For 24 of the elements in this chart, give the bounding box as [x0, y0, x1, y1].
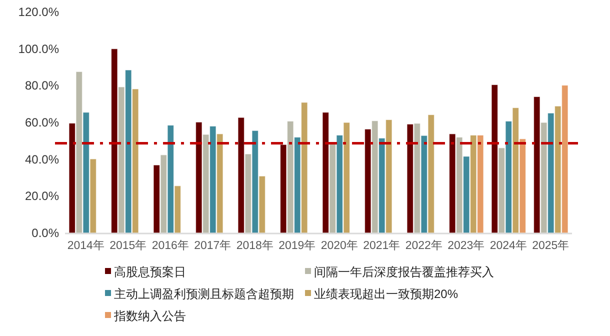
- y-tick-label: 40.0%: [24, 152, 60, 166]
- x-tick-label: 2017年: [194, 239, 232, 252]
- y-tick-label: 60.0%: [24, 116, 60, 130]
- x-tick-label: 2022年: [405, 239, 443, 252]
- y-tick-label: 120.0%: [18, 5, 60, 19]
- y-tick-label: 0.0%: [32, 226, 60, 240]
- x-tick-label: 2014年: [67, 239, 105, 252]
- legend-label: 业绩表现超出一致预期20%: [314, 287, 458, 301]
- x-tick-label: 2016年: [152, 239, 190, 252]
- legend-label: 高股息预案日: [114, 265, 186, 279]
- x-tick-label: 2015年: [110, 239, 148, 252]
- x-tick-label: 2024年: [490, 239, 528, 252]
- x-tick-label: 2025年: [532, 239, 570, 252]
- y-tick-label: 20.0%: [24, 189, 60, 204]
- y-tick-label: 100.0%: [18, 42, 60, 56]
- x-tick-label: 2023年: [448, 239, 486, 252]
- x-tick-label: 2019年: [278, 239, 316, 252]
- legend-label: 指数纳入公告: [113, 309, 186, 323]
- y-tick-label: 80.0%: [24, 78, 60, 93]
- legend-label: 主动上调盈利预测且标题含超预期: [114, 287, 294, 301]
- x-tick-label: 2018年: [236, 239, 274, 252]
- legend-label: 间隔一年后深度报告覆盖推荐买入: [314, 265, 494, 279]
- x-tick-label: 2021年: [363, 239, 401, 252]
- x-tick-label: 2020年: [320, 239, 358, 252]
